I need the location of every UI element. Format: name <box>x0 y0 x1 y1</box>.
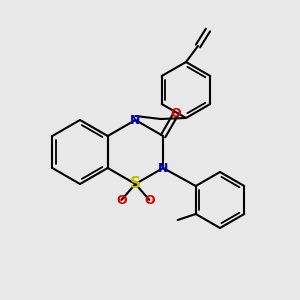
Text: S: S <box>130 176 141 191</box>
Text: N: N <box>130 113 141 127</box>
Text: O: O <box>171 107 181 120</box>
Text: N: N <box>158 161 168 175</box>
Text: O: O <box>144 194 155 206</box>
Text: O: O <box>116 194 127 206</box>
